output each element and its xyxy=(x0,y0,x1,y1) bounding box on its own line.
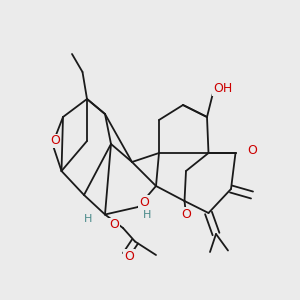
Text: H: H xyxy=(84,214,93,224)
Text: OH: OH xyxy=(213,82,232,95)
Text: H: H xyxy=(143,209,151,220)
Text: O: O xyxy=(181,208,191,221)
Text: O: O xyxy=(139,196,149,209)
Text: O: O xyxy=(109,218,119,232)
Text: O: O xyxy=(124,250,134,263)
Text: O: O xyxy=(51,134,60,148)
Text: O: O xyxy=(247,143,257,157)
